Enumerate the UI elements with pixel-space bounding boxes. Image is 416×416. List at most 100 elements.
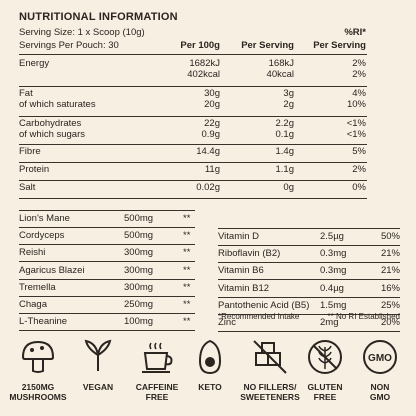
- nutrient-ri-sub: <1%: [346, 129, 366, 140]
- nutrient-ri: 5%: [352, 146, 366, 157]
- nutrient-subname: of which sugars: [19, 129, 86, 140]
- ingredient-name: Lion's Mane: [19, 213, 70, 224]
- nutrient-per-100g-sub: 20g: [204, 99, 220, 110]
- leaf-icon: [78, 337, 118, 377]
- table-row-rule: [19, 198, 367, 199]
- nutrient-ri-sub: 2%: [352, 69, 366, 80]
- table-row-rule: [19, 116, 367, 117]
- nutrient-ri: 4%: [352, 88, 366, 99]
- ingredient-name: Reishi: [19, 247, 46, 259]
- servings-per-pouch: Servings Per Pouch: 30: [19, 40, 119, 51]
- ingredient-name: Agaricus Blazei: [19, 264, 85, 276]
- badge-label: NO FILLERS/SWEETENERS: [235, 382, 305, 402]
- nutrient-per-100g: 14.4g: [196, 146, 220, 157]
- nutrient-per-serving-sub: 40kcal: [266, 69, 294, 80]
- vitamins-row-rule: [218, 313, 400, 315]
- footnote-no-ri: ** No RI Established: [327, 312, 400, 321]
- badge-label-line1: CAFFEINE: [135, 382, 179, 392]
- ingredient-name: Tremella: [19, 281, 56, 293]
- vitamin-name: Vitamin B6: [218, 265, 264, 277]
- ingredient-name: Cordyceps: [19, 230, 65, 242]
- ingredients-top-rule: [19, 210, 195, 211]
- vitamins-top-rule: [218, 228, 400, 229]
- nutrient-name: Salt: [19, 182, 36, 193]
- footnote-ri: *Recommended Intake: [218, 312, 300, 321]
- ingredients-row-rule: [19, 295, 195, 297]
- vitamin-name: Vitamin D: [218, 231, 260, 242]
- vitamin-ri: 21%: [380, 265, 400, 277]
- nutrient-per-serving-sub: 0.1g: [275, 129, 295, 140]
- vitamins-row-rule: [218, 245, 400, 246]
- vitamins-row-rule: [218, 331, 400, 332]
- vitamin-ri: 20%: [380, 317, 400, 328]
- nutrient-ri: <1%: [346, 118, 366, 129]
- vitamins-row-rule: [218, 262, 400, 264]
- nutrient-per-serving: 3g: [283, 88, 294, 99]
- badge-label-line1: 2150MG: [21, 382, 55, 392]
- ingredient-no-ri-mark: **: [183, 299, 191, 310]
- nutrient-per-serving: 0g: [283, 182, 294, 193]
- table-row-rule: [19, 180, 367, 181]
- table-top-rule: [19, 54, 367, 55]
- ingredient-amount: 300mg: [124, 281, 154, 293]
- vitamin-amount: 2.5µg: [320, 231, 344, 242]
- mushroom-icon: [18, 337, 58, 377]
- col-header-ri-per-serving: Per Serving: [313, 40, 366, 51]
- nutrient-ri: 2%: [352, 164, 366, 175]
- nutrient-name: Fat: [19, 88, 33, 99]
- ingredient-amount: 100mg: [124, 316, 154, 328]
- ingredients-row-rule: [19, 244, 195, 246]
- vitamin-ri: 25%: [380, 299, 400, 311]
- ingredients-row-rule: [19, 278, 195, 280]
- badge-label: 2150MG MUSHROOMS: [3, 382, 73, 402]
- ingredient-no-ri-mark: **: [183, 247, 191, 259]
- vitamins-row-rule: [218, 279, 400, 281]
- badge-label-line2: SWEETENERS: [240, 392, 300, 402]
- vitamin-amount: 0.4µg: [320, 282, 344, 294]
- vitamin-amount: 1.5mg: [320, 299, 347, 311]
- badge-label: GLUTEN FREE: [290, 382, 360, 402]
- badge-label-line2: GMO: [369, 392, 391, 402]
- badge-label-line2: MUSHROOMS: [9, 392, 67, 402]
- no-wheat-icon: [305, 337, 345, 377]
- coffee-cup-icon: [137, 337, 177, 377]
- col-header-per-100g: Per 100g: [180, 40, 220, 51]
- ingredients-row-rule: [19, 227, 195, 228]
- badge-label-line1: NO FILLERS/: [243, 382, 297, 392]
- gmo-icon: GMO: [360, 337, 400, 377]
- vitamin-ri: 50%: [380, 231, 400, 242]
- ingredients-row-rule: [19, 313, 195, 314]
- ingredient-amount: 250mg: [124, 299, 154, 310]
- badge-label: CAFFEINE FREE: [122, 382, 192, 402]
- nutrient-per-100g-sub: 402kcal: [187, 69, 220, 80]
- vitamin-amount: 0.3mg: [320, 248, 347, 260]
- badge-label: VEGAN: [63, 382, 133, 392]
- badge-label: NON GMO: [345, 382, 415, 402]
- badge-label-line1: NON: [370, 382, 390, 392]
- avocado-icon: [190, 337, 230, 377]
- badge-label-line2: FREE: [313, 392, 337, 402]
- ingredient-name: L-Theanine: [19, 316, 68, 328]
- ingredient-amount: 500mg: [124, 230, 154, 242]
- nutrient-per-serving-sub: 2g: [283, 99, 294, 110]
- nutrient-name: Fibre: [19, 146, 41, 157]
- badge-label-line1: VEGAN: [82, 382, 114, 392]
- vitamin-amount: 2mg: [320, 317, 339, 328]
- vitamin-name: Pantothenic Acid (B5): [218, 299, 310, 311]
- vitamin-name: Vitamin B12: [218, 282, 270, 294]
- ingredient-amount: 300mg: [124, 247, 154, 259]
- nutrient-ri: 0%: [352, 182, 366, 193]
- nutrient-per-serving: 1.4g: [275, 146, 295, 157]
- serving-size: Serving Size: 1 x Scoop (10g): [19, 27, 145, 38]
- nutrient-per-100g: 0.02g: [196, 182, 220, 193]
- badge-label: KETO: [175, 382, 245, 392]
- ingredient-no-ri-mark: **: [183, 230, 191, 242]
- badge-label-line1: GLUTEN: [307, 382, 343, 392]
- panel-title: NUTRITIONAL INFORMATION: [19, 11, 178, 23]
- nutrient-per-100g: 11g: [204, 164, 220, 175]
- svg-text:GMO: GMO: [368, 353, 392, 364]
- nutrient-per-100g: 22g: [204, 118, 220, 129]
- nutrient-per-100g: 1682kJ: [189, 58, 220, 69]
- nutrient-per-serving: 168kJ: [268, 58, 294, 69]
- nutrient-name: Carbohydrates: [19, 118, 82, 129]
